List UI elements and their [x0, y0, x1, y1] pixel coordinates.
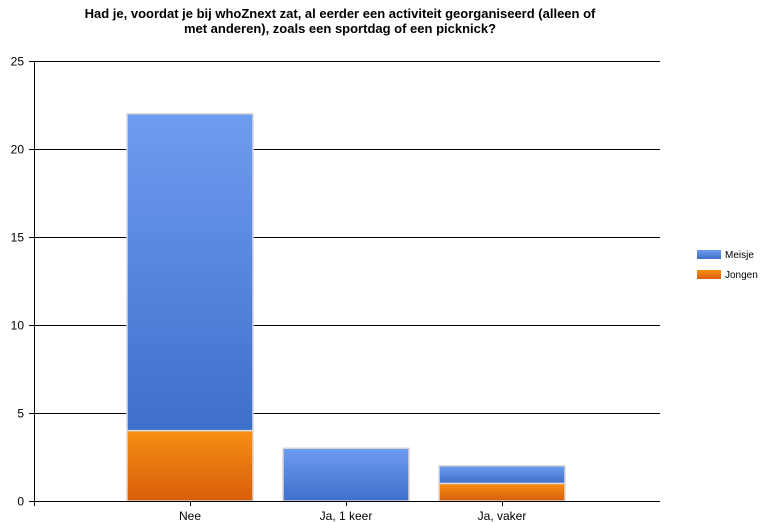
chart-title-line-1: Had je, voordat je bij whoZnext zat, al … [84, 6, 596, 21]
axis-layer: 0 5 10 15 20 25 Nee Ja, 1 keer Ja, vaker [11, 55, 660, 522]
y-tick-label-20: 20 [11, 143, 25, 157]
bar-meisje-ja-1-keer [282, 447, 410, 502]
grid-layer [29, 61, 660, 414]
legend: Meisje Jongen [697, 250, 758, 281]
x-tick-label-ja-1-keer: Ja, 1 keer [320, 509, 373, 522]
bar-jongen-ja-vaker [438, 482, 566, 502]
bar-meisje-ja-vaker [438, 465, 566, 485]
y-tick-label-5: 5 [17, 407, 24, 421]
legend-label-jongen: Jongen [725, 270, 758, 281]
legend-swatch-meisje [697, 250, 721, 259]
chart-title-line-2: met anderen), zoals een sportdag of een … [183, 21, 497, 36]
legend-swatch-jongen [697, 270, 721, 279]
y-tick-label-15: 15 [11, 231, 25, 245]
y-tick-label-10: 10 [11, 319, 25, 333]
y-tick-label-25: 25 [11, 55, 25, 69]
chart-title: Had je, voordat je bij whoZnext zat, al … [0, 6, 680, 36]
x-tick-label-ja-vaker: Ja, vaker [478, 509, 527, 522]
legend-label-meisje: Meisje [725, 250, 754, 261]
x-tick-label-nee: Nee [179, 509, 201, 522]
bar-meisje-nee [126, 113, 254, 432]
bar-jongen-nee [126, 429, 254, 502]
y-tick-label-0: 0 [17, 495, 24, 509]
bar-layer [126, 113, 566, 502]
